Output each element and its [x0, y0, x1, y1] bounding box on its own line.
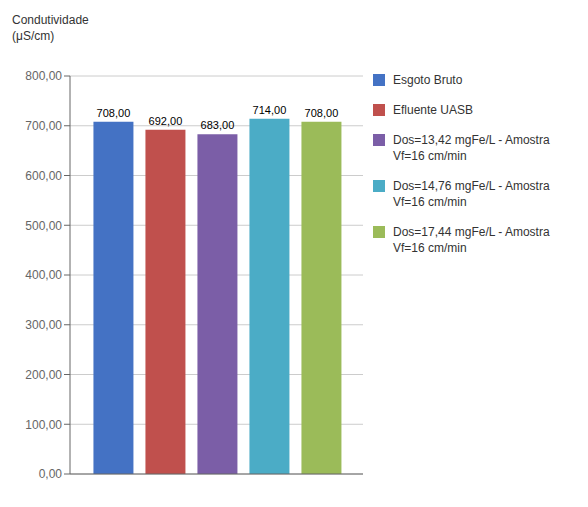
svg-text:300,00: 300,00	[25, 318, 62, 332]
svg-text:692,00: 692,00	[149, 115, 183, 127]
html-text:Vf=16 cm/min: Vf=16 cm/min	[393, 149, 467, 163]
svg-text:100,00: 100,00	[25, 418, 62, 432]
svg-text:708,00: 708,00	[305, 107, 339, 119]
svg-text:600,00: 600,00	[25, 169, 62, 183]
html-text:(μS/cm): (μS/cm)	[12, 29, 55, 43]
svg-text:200,00: 200,00	[25, 368, 62, 382]
html-text:Condutividade: Condutividade	[12, 13, 89, 27]
html-text:Esgoto Bruto: Esgoto Bruto	[393, 73, 463, 87]
svg-text:400,00: 400,00	[25, 268, 62, 282]
svg-text:0,00: 0,00	[39, 467, 63, 481]
html-text:Efluente UASB: Efluente UASB	[393, 103, 473, 117]
html-text:Vf=16 cm/min: Vf=16 cm/min	[393, 195, 467, 209]
svg-text:500,00: 500,00	[25, 219, 62, 233]
svg-text:714,00: 714,00	[253, 104, 287, 116]
html-text:Dos=17,44 mgFe/L - Amostra: Dos=17,44 mgFe/L - Amostra	[393, 225, 550, 239]
svg-text:700,00: 700,00	[25, 119, 62, 133]
html-text:Dos=14,76 mgFe/L - Amostra: Dos=14,76 mgFe/L - Amostra	[393, 179, 550, 193]
svg-text:800,00: 800,00	[25, 69, 62, 83]
html-text:Vf=16 cm/min: Vf=16 cm/min	[393, 241, 467, 255]
svg-text:708,00: 708,00	[97, 107, 131, 119]
html-text:Dos=13,42 mgFe/L - Amostra: Dos=13,42 mgFe/L - Amostra	[393, 133, 550, 147]
svg-text:683,00: 683,00	[201, 119, 235, 131]
